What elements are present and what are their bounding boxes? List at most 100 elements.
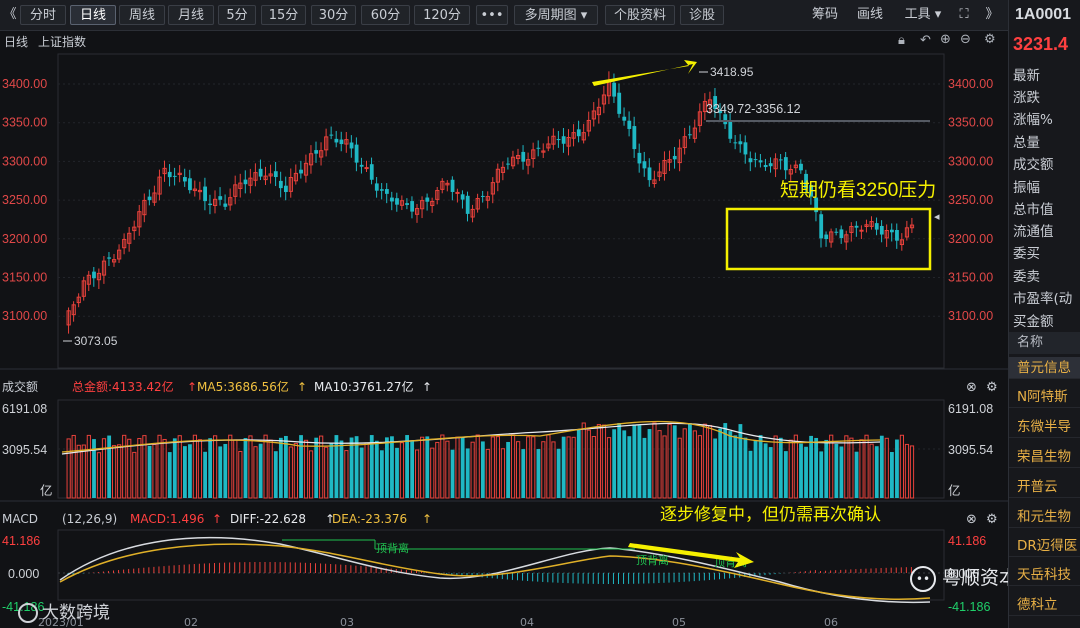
stock-list-item[interactable]: N阿特斯 — [1009, 386, 1080, 408]
volume-y-mid-left: 3095.54 — [2, 443, 47, 457]
tools-dropdown[interactable]: 工具 ▾ — [904, 7, 942, 22]
candle-body — [480, 195, 485, 197]
macd-settings-icon: ⚙ — [986, 512, 998, 527]
settings-icon[interactable]: ⚙ — [984, 32, 996, 47]
zoom-in-icon[interactable]: ⊕ — [940, 32, 951, 47]
volume-bar — [122, 434, 127, 499]
candle-body — [92, 271, 96, 279]
candle-body — [314, 150, 319, 154]
volume-bar — [415, 449, 420, 499]
candle-body — [455, 191, 460, 194]
volume-bar — [405, 435, 409, 498]
tab-15min[interactable]: 15分 — [261, 5, 306, 25]
more-button[interactable]: ••• — [476, 5, 508, 25]
candle-body — [647, 167, 652, 181]
candle-body — [495, 168, 500, 183]
zoom-out-icon[interactable]: ⊖ — [960, 32, 971, 47]
volume-y-mid-right: 3095.54 — [948, 443, 993, 457]
stock-list-item[interactable]: 天岳科技 — [1009, 564, 1080, 586]
stock-list-item[interactable]: 普元信息 — [1009, 357, 1080, 379]
candle-body — [288, 177, 293, 192]
candle-body — [895, 229, 899, 241]
candle-body — [450, 179, 455, 192]
candle-body — [561, 136, 566, 144]
tab-30min[interactable]: 30分 — [311, 5, 356, 25]
x-label-apr: 04 — [520, 616, 534, 628]
field-volume: 总量 — [1013, 135, 1040, 151]
candle-body — [243, 179, 248, 185]
tab-120min[interactable]: 120分 — [414, 5, 470, 25]
wechat-icon: •• — [910, 565, 936, 592]
volume-bar — [344, 450, 349, 499]
volume-bar — [208, 438, 213, 498]
volume-bar — [112, 445, 117, 499]
candle-body — [718, 111, 723, 114]
chips-button[interactable]: 筹码 — [811, 7, 838, 22]
volume-bar — [526, 436, 531, 499]
candle-body — [733, 142, 738, 144]
volume-bar — [677, 437, 682, 499]
volume-bars — [61, 420, 915, 499]
nav-back-button[interactable]: 《 — [3, 7, 17, 22]
stock-chart[interactable]: 3400.00 3400.00 3350.00 3350.00 3300.00 3300.… — [0, 52, 1008, 628]
volume-bar — [723, 423, 728, 498]
candle-body — [435, 189, 440, 200]
stock-list-item[interactable]: 荣昌生物 — [1009, 446, 1080, 468]
stock-list-item[interactable]: 德科立 — [1009, 594, 1080, 616]
volume-bar — [92, 439, 96, 498]
volume-bar — [192, 434, 198, 499]
expand-icon[interactable]: ⛶ — [959, 7, 969, 22]
volume-bar — [485, 448, 490, 499]
volume-y-unit-right: 亿 — [948, 483, 961, 498]
candle-body — [804, 173, 808, 189]
diagnose-button[interactable]: 诊股 — [680, 5, 724, 25]
candle-body — [374, 183, 379, 191]
volume-close-icon: ⊗ — [966, 380, 977, 395]
stock-info-button[interactable]: 个股资料 — [605, 5, 675, 25]
candle-body — [657, 171, 662, 177]
candle-body — [238, 182, 243, 189]
volume-bar — [263, 434, 268, 499]
multi-period-dropdown[interactable]: 多周期图 ▾ — [514, 5, 598, 25]
lock-icon[interactable]: 🔒︎ — [898, 33, 905, 48]
candle-body — [617, 92, 622, 114]
stock-list-header: 名称 — [1009, 332, 1080, 354]
tab-weekly[interactable]: 周线 — [119, 5, 165, 25]
x-label-may: 05 — [672, 616, 686, 628]
volume-bar — [899, 434, 904, 499]
tab-60min[interactable]: 60分 — [361, 5, 410, 25]
candle-body — [799, 163, 803, 171]
volume-bar — [728, 431, 733, 498]
watermark-wechat: •• 粤顺资本 — [910, 563, 1018, 592]
candle-body — [66, 310, 71, 326]
tab-monthly[interactable]: 月线 — [168, 5, 214, 25]
volume-bar — [591, 436, 596, 499]
tab-5min[interactable]: 5分 — [218, 5, 256, 25]
candle-body — [531, 149, 536, 160]
draw-line-button[interactable]: 画线 — [856, 7, 883, 22]
trend-arrow-down — [628, 543, 754, 568]
volume-bar — [500, 448, 506, 499]
candle-body — [521, 151, 526, 162]
candle-body — [702, 100, 708, 113]
volume-bar — [354, 436, 359, 498]
tab-daily[interactable]: 日线 — [70, 5, 116, 25]
current-price-marker: ◂ — [934, 210, 940, 223]
volume-bar — [864, 434, 869, 499]
candle-body — [652, 179, 657, 185]
stock-list-item[interactable]: 和元生物 — [1009, 506, 1080, 528]
price-y-axis: 3400.00 3400.00 3350.00 3350.00 3300.00 3300.… — [2, 77, 993, 323]
volume-bar — [76, 444, 81, 499]
stock-list-item[interactable]: DR迈得医 — [1009, 535, 1080, 557]
nav-forward-button[interactable]: 》 — [985, 7, 999, 22]
candle-body — [748, 158, 753, 163]
undo-icon[interactable]: ↶ — [920, 33, 931, 48]
candle-body — [203, 186, 207, 202]
tab-intraday[interactable]: 分时 — [20, 5, 66, 25]
stock-list-item[interactable]: 东微半导 — [1009, 416, 1080, 438]
stock-list-item[interactable]: 开普云 — [1009, 476, 1080, 498]
volume-bar — [86, 434, 91, 499]
volume-bar — [238, 450, 243, 499]
candle-body — [303, 162, 309, 176]
volume-bar — [531, 436, 536, 499]
